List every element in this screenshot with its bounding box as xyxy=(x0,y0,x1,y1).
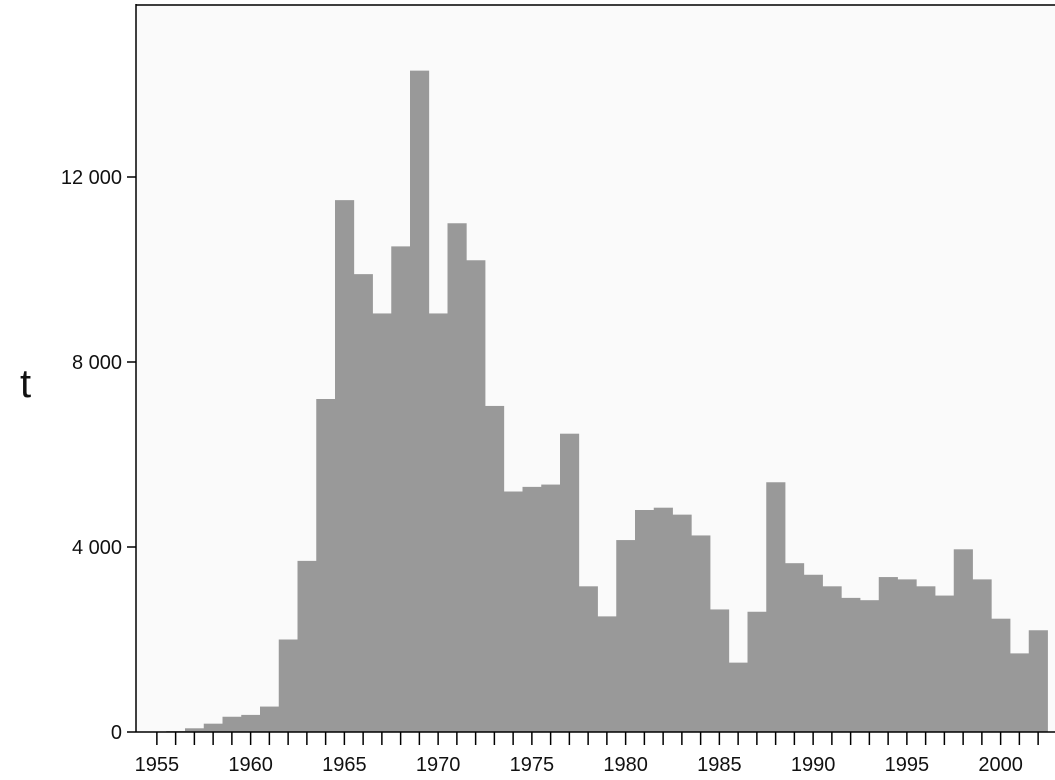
bar-1962 xyxy=(278,639,298,732)
y-axis-label: t xyxy=(20,362,31,406)
y-tick-label: 0 xyxy=(111,722,122,744)
y-axis-ticks: 0 4 000 8 000 12 000 xyxy=(61,167,136,744)
y-tick-label: 12 000 xyxy=(61,167,122,189)
bar-1975 xyxy=(522,486,542,733)
bar-1974 xyxy=(503,491,523,732)
bar-1970 xyxy=(428,313,448,732)
bar-1963 xyxy=(297,560,317,733)
bar-1977 xyxy=(560,433,580,732)
bar-1973 xyxy=(485,405,505,732)
bar-1998 xyxy=(953,549,973,732)
bar-1971 xyxy=(447,223,467,732)
x-tick-label: 1970 xyxy=(416,754,461,776)
bar-1982 xyxy=(653,507,673,732)
x-axis-ticks: 1955 1960 1965 1970 1975 1980 1985 1990 1995 2000 xyxy=(135,732,1039,776)
bar-1989 xyxy=(785,563,805,732)
y-tick-label: 4 000 xyxy=(72,537,122,559)
bar-1968 xyxy=(391,246,411,733)
bars-group xyxy=(166,70,1048,733)
bar-2002 xyxy=(1028,630,1048,732)
bar-1957 xyxy=(185,728,205,732)
bar-1990 xyxy=(803,574,823,732)
bar-1964 xyxy=(316,399,336,732)
bar-1991 xyxy=(822,586,842,732)
x-tick-label: 1965 xyxy=(322,754,367,776)
bar-1969 xyxy=(410,70,430,733)
bar-1995 xyxy=(897,579,917,733)
bar-1993 xyxy=(860,600,880,732)
bar-1965 xyxy=(335,200,355,733)
bar-1984 xyxy=(691,535,711,732)
bar-1967 xyxy=(372,313,392,732)
x-tick-label: 1975 xyxy=(510,754,555,776)
x-tick-label: 1985 xyxy=(697,754,742,776)
bar-1958 xyxy=(203,723,223,732)
bar-1959 xyxy=(222,716,242,732)
bar-1960 xyxy=(241,714,261,732)
bar-1961 xyxy=(260,706,280,732)
bar-1980 xyxy=(616,540,636,732)
x-tick-label: 1995 xyxy=(885,754,930,776)
bar-1988 xyxy=(766,482,786,732)
bar-2001 xyxy=(1010,653,1030,733)
bar-1972 xyxy=(466,260,486,732)
bar-1976 xyxy=(541,484,561,732)
bar-1994 xyxy=(878,577,898,732)
bar-1999 xyxy=(972,579,992,733)
bar-1987 xyxy=(747,611,767,732)
x-tick-label: 1980 xyxy=(603,754,648,776)
bar-1966 xyxy=(353,274,373,733)
bar-1997 xyxy=(935,595,955,732)
bar-1996 xyxy=(916,586,936,732)
bar-1985 xyxy=(710,609,730,732)
x-tick-label: 2000 xyxy=(978,754,1023,776)
x-tick-label: 1990 xyxy=(791,754,836,776)
bar-1986 xyxy=(728,662,748,733)
bar-1983 xyxy=(672,514,692,733)
y-tick-label: 8 000 xyxy=(72,352,122,374)
bar-1978 xyxy=(578,586,598,732)
x-tick-label: 1955 xyxy=(135,754,180,776)
bar-1992 xyxy=(841,597,861,733)
bar-1981 xyxy=(635,510,655,732)
x-tick-label: 1960 xyxy=(228,754,273,776)
bar-2000 xyxy=(991,618,1011,732)
bar-1979 xyxy=(597,616,617,733)
